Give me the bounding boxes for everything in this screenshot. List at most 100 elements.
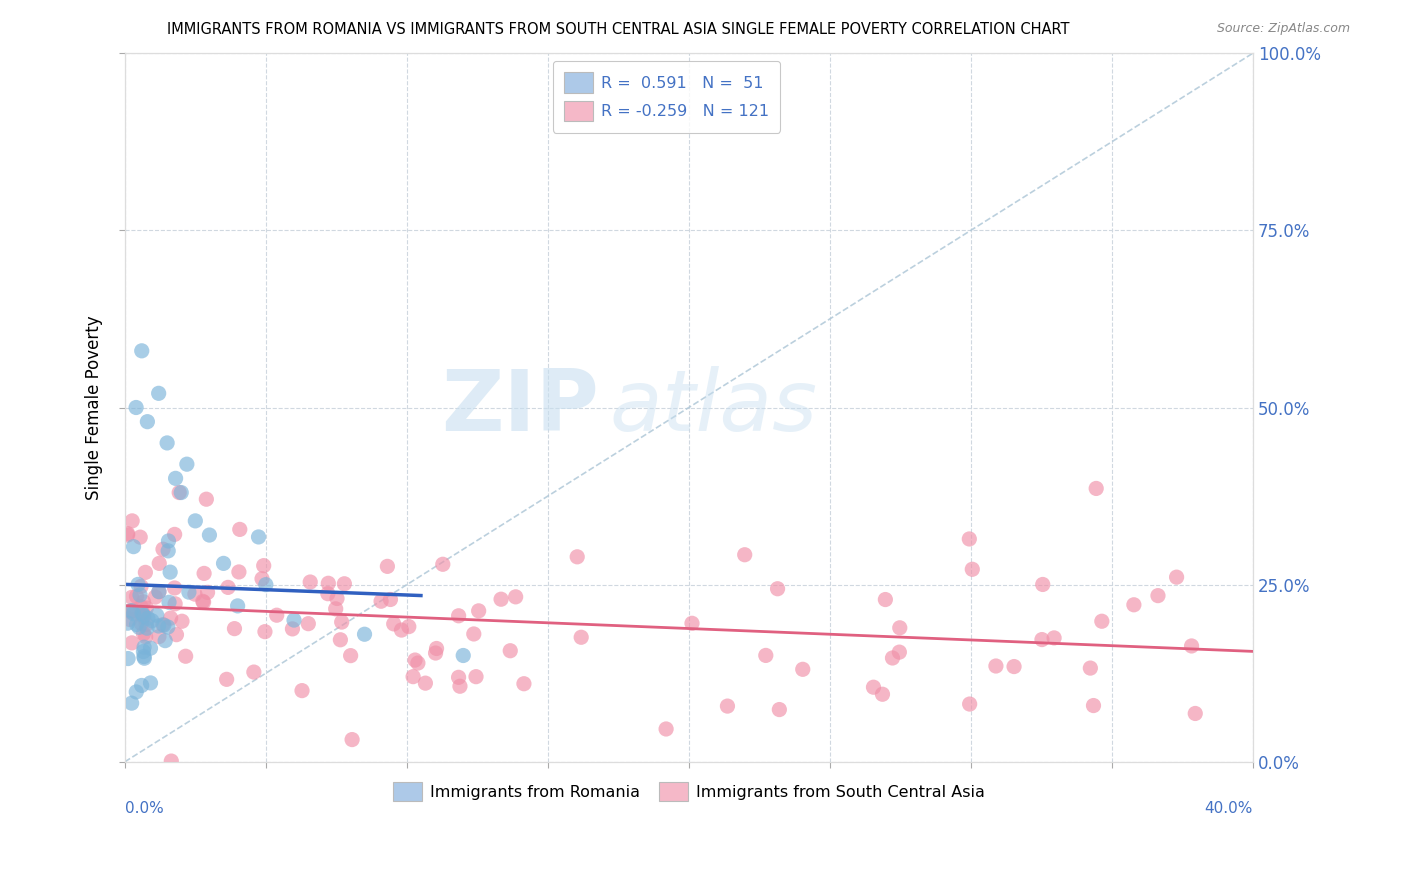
Point bbox=[1031, 632, 1053, 647]
Point bbox=[569, 630, 592, 644]
Point bbox=[159, 565, 181, 579]
Point bbox=[467, 604, 489, 618]
Point bbox=[195, 492, 218, 507]
Point bbox=[766, 582, 789, 596]
Point bbox=[768, 702, 790, 716]
Point bbox=[148, 557, 170, 571]
Point bbox=[120, 604, 142, 618]
Point bbox=[226, 599, 249, 613]
Point bbox=[135, 601, 157, 615]
Point bbox=[391, 623, 413, 637]
Point bbox=[143, 590, 166, 604]
Point bbox=[166, 628, 188, 642]
Point bbox=[153, 618, 176, 632]
Point bbox=[299, 574, 322, 589]
Point bbox=[121, 696, 143, 710]
Point bbox=[655, 722, 678, 736]
Point bbox=[152, 617, 174, 632]
Point bbox=[163, 581, 186, 595]
Point bbox=[129, 579, 152, 593]
Point bbox=[984, 659, 1007, 673]
Point bbox=[135, 630, 157, 644]
Point bbox=[193, 595, 215, 609]
Point bbox=[135, 617, 157, 632]
Point bbox=[228, 565, 250, 579]
Point bbox=[157, 533, 180, 548]
Point bbox=[1166, 570, 1188, 584]
Point bbox=[325, 602, 347, 616]
Text: IMMIGRANTS FROM ROMANIA VS IMMIGRANTS FROM SOUTH CENTRAL ASIA SINGLE FEMALE POVE: IMMIGRANTS FROM ROMANIA VS IMMIGRANTS FR… bbox=[167, 22, 1070, 37]
Point bbox=[465, 670, 488, 684]
Point bbox=[131, 678, 153, 692]
Point bbox=[716, 699, 738, 714]
Point bbox=[120, 605, 142, 619]
Point bbox=[959, 697, 981, 711]
Point bbox=[121, 636, 143, 650]
Text: Source: ZipAtlas.com: Source: ZipAtlas.com bbox=[1216, 22, 1350, 36]
Point bbox=[316, 587, 339, 601]
Legend: Immigrants from Romania, Immigrants from South Central Asia: Immigrants from Romania, Immigrants from… bbox=[387, 776, 991, 807]
Point bbox=[382, 616, 405, 631]
Point bbox=[121, 591, 143, 605]
Point bbox=[505, 590, 527, 604]
Point bbox=[152, 542, 174, 557]
Text: ZIP: ZIP bbox=[441, 366, 599, 449]
Point bbox=[160, 754, 183, 768]
Y-axis label: Single Female Poverty: Single Female Poverty bbox=[86, 315, 103, 500]
Point bbox=[253, 624, 276, 639]
Point bbox=[513, 677, 536, 691]
Point bbox=[353, 627, 375, 641]
Point bbox=[176, 457, 198, 471]
Point bbox=[134, 566, 156, 580]
Point bbox=[131, 606, 153, 620]
Point bbox=[253, 558, 276, 573]
Point bbox=[215, 673, 238, 687]
Point bbox=[156, 436, 179, 450]
Point bbox=[463, 627, 485, 641]
Point bbox=[139, 676, 162, 690]
Point bbox=[283, 613, 305, 627]
Point bbox=[1184, 706, 1206, 721]
Point bbox=[1085, 482, 1108, 496]
Point bbox=[681, 616, 703, 631]
Point bbox=[198, 528, 221, 542]
Point bbox=[163, 527, 186, 541]
Point bbox=[1180, 639, 1202, 653]
Point bbox=[148, 584, 170, 599]
Point bbox=[191, 594, 214, 608]
Point bbox=[139, 641, 162, 656]
Point bbox=[734, 548, 756, 562]
Point bbox=[132, 644, 155, 658]
Point bbox=[1083, 698, 1105, 713]
Point bbox=[247, 530, 270, 544]
Point bbox=[148, 386, 170, 401]
Point bbox=[333, 576, 356, 591]
Point bbox=[432, 558, 454, 572]
Point bbox=[1043, 631, 1066, 645]
Point bbox=[882, 651, 904, 665]
Point bbox=[148, 584, 170, 599]
Point bbox=[489, 592, 512, 607]
Point bbox=[117, 616, 139, 631]
Point bbox=[567, 549, 589, 564]
Point bbox=[449, 679, 471, 693]
Point bbox=[889, 645, 911, 659]
Point bbox=[128, 620, 150, 634]
Point bbox=[224, 622, 246, 636]
Point bbox=[447, 608, 470, 623]
Point bbox=[129, 616, 152, 631]
Point bbox=[132, 640, 155, 655]
Point bbox=[962, 562, 984, 576]
Point bbox=[243, 665, 266, 679]
Point bbox=[170, 485, 193, 500]
Point bbox=[872, 687, 894, 701]
Point bbox=[499, 644, 522, 658]
Point bbox=[229, 522, 252, 536]
Point bbox=[131, 343, 153, 358]
Point bbox=[170, 614, 193, 628]
Point bbox=[212, 557, 235, 571]
Point bbox=[451, 648, 474, 663]
Point bbox=[1122, 598, 1144, 612]
Point bbox=[121, 603, 143, 617]
Point bbox=[425, 646, 447, 660]
